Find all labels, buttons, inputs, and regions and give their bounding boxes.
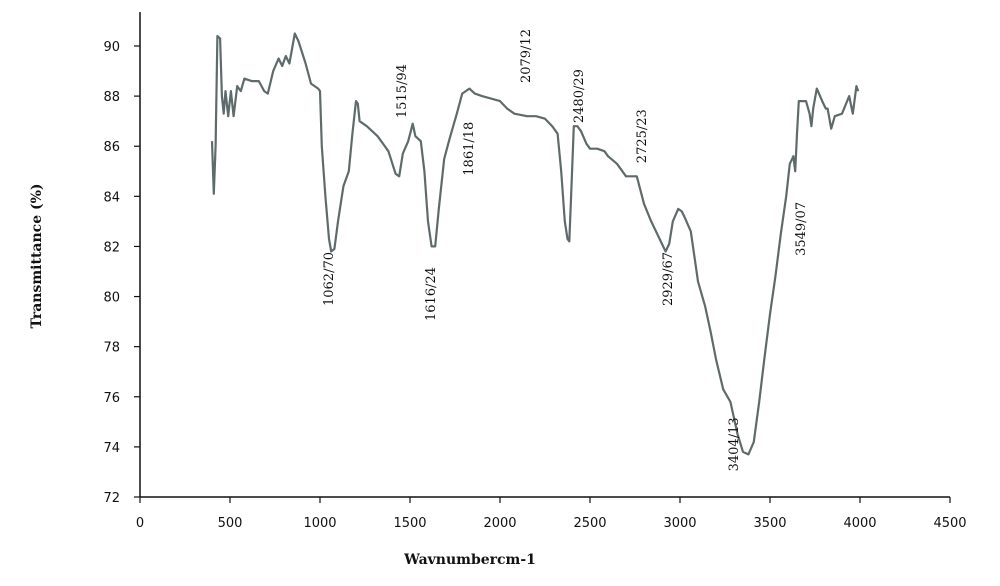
x-tick-label: 3000 xyxy=(663,516,696,531)
y-tick-label: 84 xyxy=(103,190,120,205)
y-tick-label: 82 xyxy=(103,240,120,255)
y-tick-label: 80 xyxy=(103,291,120,306)
y-tick-label: 90 xyxy=(103,40,120,55)
peak-annotation: 3549/07 xyxy=(794,202,809,256)
y-tick-label: 86 xyxy=(103,140,120,155)
y-tick-label: 74 xyxy=(103,441,120,456)
x-tick-label: 4000 xyxy=(843,516,876,531)
y-tick-label: 72 xyxy=(103,491,120,506)
peak-annotation: 2929/67 xyxy=(661,252,676,306)
y-tick-label: 88 xyxy=(103,90,120,105)
peak-annotation: 2480/29 xyxy=(572,69,587,123)
x-tick-label: 1000 xyxy=(303,516,336,531)
x-tick-label: 0 xyxy=(136,516,144,531)
x-tick-label: 3500 xyxy=(753,516,786,531)
x-tick-label: 2500 xyxy=(573,516,606,531)
peak-annotation: 1062/70 xyxy=(322,252,337,306)
x-tick-label: 500 xyxy=(218,516,243,531)
x-tick-label: 1500 xyxy=(393,516,426,531)
y-tick-label: 78 xyxy=(103,341,120,356)
peak-annotation: 1616/24 xyxy=(424,267,439,321)
peak-annotation: 1861/18 xyxy=(462,122,477,176)
x-tick-label: 2000 xyxy=(483,516,516,531)
peak-annotation: 2079/12 xyxy=(519,29,534,83)
peak-annotation: 3404/13 xyxy=(727,417,742,471)
y-axis-label: Transmittance (%) xyxy=(29,183,45,328)
spectrum-line xyxy=(210,32,860,456)
peak-annotation: 1515/94 xyxy=(395,64,410,118)
x-axis-label: Wavnumbercm-1 xyxy=(403,552,536,568)
x-tick-label: 4500 xyxy=(933,516,966,531)
peak-annotation: 2725/23 xyxy=(635,109,650,163)
y-tick-label: 76 xyxy=(103,391,120,406)
